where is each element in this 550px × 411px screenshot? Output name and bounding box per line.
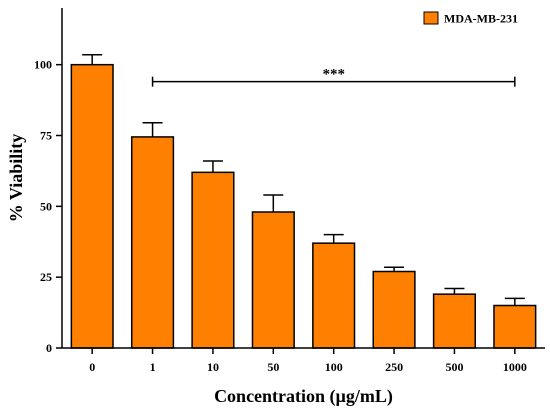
x-tick-label-1000: 1000 — [503, 360, 527, 374]
legend-swatch — [423, 11, 439, 25]
x-tick-label-50: 50 — [267, 360, 279, 374]
x-tick-label-500: 500 — [445, 360, 463, 374]
x-axis-title: Concentration (µg/mL) — [214, 386, 393, 407]
legend-label: MDA-MB-231 — [444, 12, 518, 26]
y-tick-label-0: 0 — [46, 341, 52, 355]
plot-area — [70, 54, 537, 349]
x-tick-label-250: 250 — [385, 360, 403, 374]
x-axis: 0 1 10 50 100 250 500 1000 — [62, 347, 545, 374]
bar-100 — [312, 242, 356, 349]
x-tick-label-10: 10 — [207, 360, 219, 374]
x-tick-label-1: 1 — [150, 360, 156, 374]
legend: MDA-MB-231 — [423, 11, 518, 26]
bar-1 — [130, 136, 175, 349]
y-axis: 0 25 50 75 100 — [34, 8, 63, 355]
bar-0 — [70, 63, 114, 349]
y-axis-title: % Viability — [6, 134, 26, 223]
bar-10 — [191, 171, 235, 349]
significance-bracket: *** — [151, 67, 516, 87]
bar-250 — [372, 270, 416, 349]
bar-1000 — [493, 304, 537, 349]
y-tick-label-50: 50 — [40, 199, 52, 213]
y-tick-label-75: 75 — [40, 129, 52, 143]
x-tick-label-100: 100 — [325, 360, 343, 374]
y-tick-label-100: 100 — [34, 58, 52, 72]
bar-50 — [251, 211, 295, 349]
x-tick-label-0: 0 — [89, 360, 95, 374]
bar-500 — [432, 293, 477, 349]
significance-label: *** — [322, 67, 345, 83]
y-tick-label-25: 25 — [40, 270, 52, 284]
